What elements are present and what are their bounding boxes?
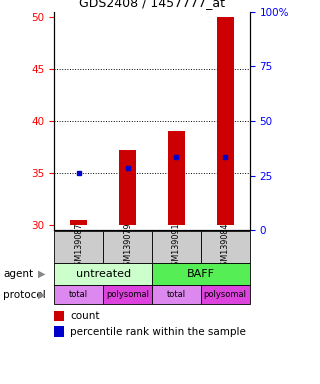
- Text: GSM139079: GSM139079: [123, 223, 132, 271]
- Text: percentile rank within the sample: percentile rank within the sample: [70, 326, 246, 337]
- Bar: [152, 231, 201, 263]
- Bar: [54, 326, 64, 337]
- Text: GSM139087: GSM139087: [74, 223, 83, 271]
- Bar: [70, 220, 87, 225]
- Text: ▶: ▶: [38, 290, 45, 300]
- Bar: [54, 263, 152, 285]
- Text: total: total: [167, 290, 186, 299]
- Bar: [54, 285, 103, 304]
- Bar: [103, 231, 152, 263]
- Text: untreated: untreated: [76, 269, 131, 279]
- Bar: [201, 285, 250, 304]
- Text: total: total: [69, 290, 88, 299]
- Text: polysomal: polysomal: [204, 290, 247, 299]
- Text: agent: agent: [3, 269, 33, 279]
- Bar: [119, 150, 136, 225]
- Text: polysomal: polysomal: [106, 290, 149, 299]
- Text: protocol: protocol: [3, 290, 46, 300]
- Text: ▶: ▶: [38, 269, 45, 279]
- Bar: [168, 131, 185, 225]
- Text: count: count: [70, 311, 100, 321]
- Text: GSM139091: GSM139091: [172, 223, 181, 271]
- Text: BAFF: BAFF: [187, 269, 215, 279]
- Title: GDS2408 / 1457777_at: GDS2408 / 1457777_at: [79, 0, 225, 9]
- Bar: [152, 285, 201, 304]
- Bar: [217, 17, 234, 225]
- Bar: [152, 263, 250, 285]
- Bar: [201, 231, 250, 263]
- Text: GSM139084: GSM139084: [221, 223, 230, 271]
- Bar: [54, 311, 64, 321]
- Bar: [54, 231, 103, 263]
- Bar: [103, 285, 152, 304]
